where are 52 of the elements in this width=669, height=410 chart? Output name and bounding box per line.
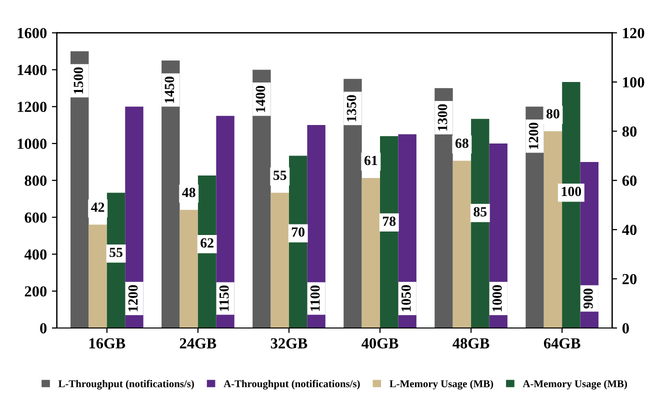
y2-tick-label: 20 — [622, 274, 637, 284]
x-tick-label: 64GB — [544, 338, 580, 348]
data-label: 1150 — [219, 286, 229, 311]
y2-tick-label: 0 — [622, 323, 629, 334]
data-label: 100 — [562, 186, 582, 196]
y-tick-label: 1000 — [18, 138, 47, 149]
y2-tick-label: 60 — [622, 176, 637, 186]
data-label: 1100 — [310, 286, 320, 311]
legend-label: L-Throughput (notifications/s) — [58, 380, 194, 390]
data-label: 55 — [273, 170, 286, 180]
x-tick-label: 32GB — [270, 338, 308, 348]
y-tick-label: 800 — [24, 176, 47, 186]
legend-label: A-Memory Usage (MB) — [522, 380, 627, 390]
x-tick-label: 16GB — [89, 338, 126, 348]
data-label: 55 — [110, 248, 122, 258]
y-tick-label: 200 — [24, 286, 47, 297]
y2-tick-label: 40 — [622, 224, 637, 236]
data-label: 80 — [546, 109, 560, 118]
data-label: 85 — [474, 207, 487, 216]
y-tick-label: 400 — [24, 249, 47, 260]
y-tick-label: 1200 — [18, 102, 47, 112]
data-label: 1300 — [438, 104, 448, 130]
y-tick-label: 1600 — [18, 28, 47, 38]
data-label: 48 — [182, 188, 196, 198]
bar — [70, 51, 89, 328]
legend-label: A-Throughput (notifications/s) — [224, 380, 360, 390]
y-tick-label: 0 — [40, 323, 47, 334]
x-tick-label: 24GB — [180, 338, 216, 348]
data-label: 1200 — [128, 285, 138, 312]
legend-label: L-Memory Usage (MB) — [390, 380, 494, 390]
data-label: 1200 — [528, 122, 538, 149]
data-label: 68 — [455, 138, 468, 148]
data-label: 1050 — [401, 285, 411, 312]
data-label: 1450 — [164, 76, 174, 103]
y2-tick-label: 80 — [622, 126, 637, 137]
data-label: 70 — [292, 227, 305, 237]
data-label: 1400 — [256, 86, 266, 112]
data-label: 42 — [91, 202, 104, 212]
data-label: 61 — [364, 156, 378, 166]
x-tick-label: 40GB — [362, 338, 398, 348]
y2-tick-label: 100 — [623, 77, 644, 88]
y2-tick-label: 120 — [623, 28, 644, 38]
data-label: 1000 — [492, 285, 502, 312]
data-label: 78 — [382, 216, 396, 226]
data-label: 1350 — [346, 95, 356, 122]
x-tick-label: 48GB — [452, 338, 490, 348]
y-tick-label: 1400 — [18, 64, 47, 76]
data-label: 1500 — [74, 67, 84, 94]
y-tick-label: 600 — [24, 212, 47, 223]
bar — [162, 60, 180, 328]
data-label: 900 — [583, 288, 593, 309]
data-label: 62 — [200, 238, 214, 248]
